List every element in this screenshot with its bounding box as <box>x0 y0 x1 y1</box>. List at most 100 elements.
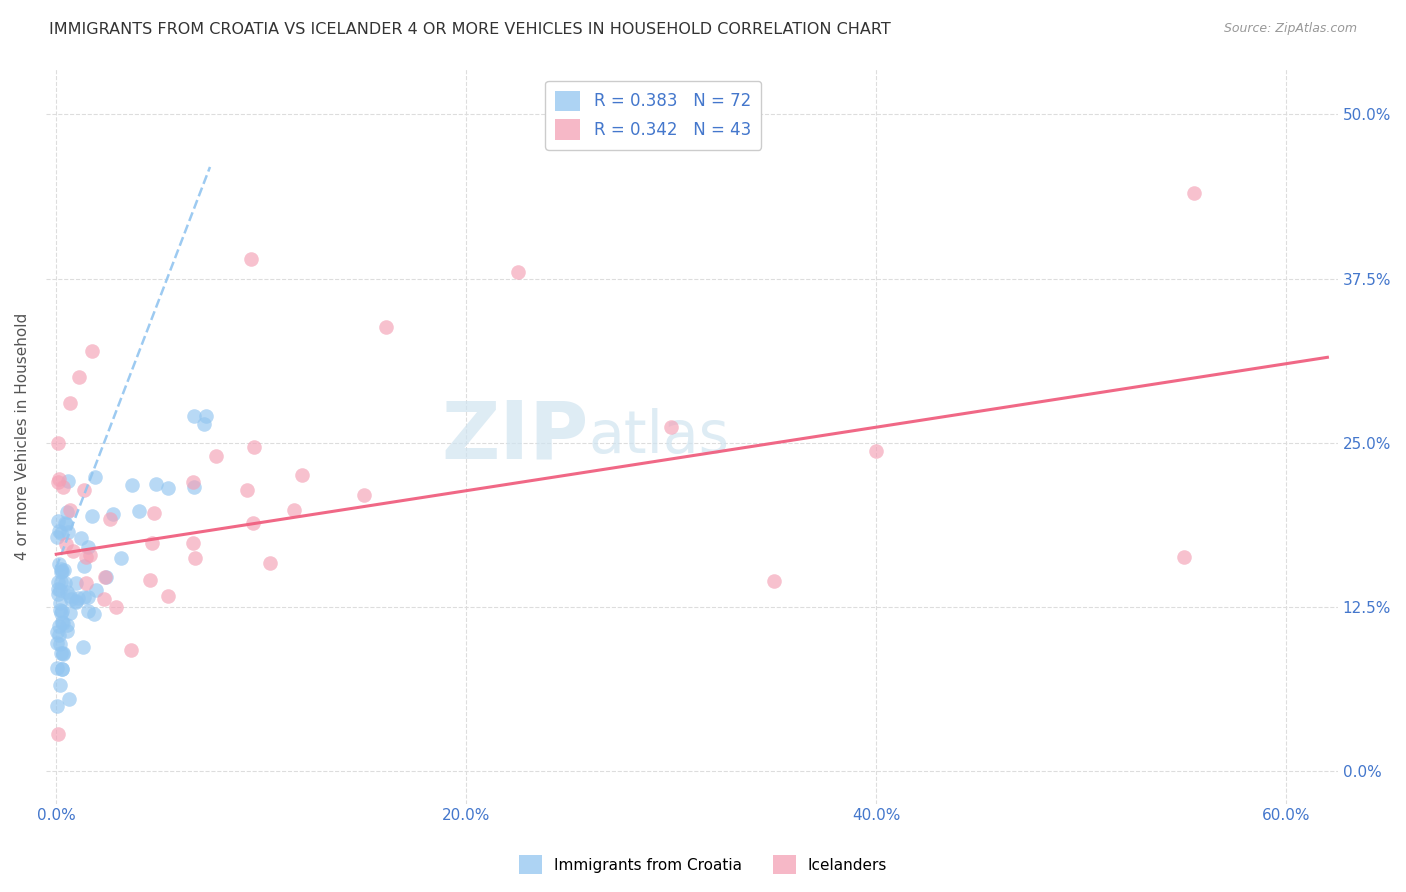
Point <box>242 516 264 531</box>
Point <box>94 570 117 584</box>
Point <box>181 475 204 489</box>
Point <box>48 628 70 642</box>
Point <box>53 575 76 590</box>
Point <box>46 727 69 741</box>
Point <box>195 409 218 424</box>
Point <box>236 483 259 497</box>
Point <box>45 699 67 714</box>
Point <box>52 563 75 577</box>
Point <box>49 602 72 616</box>
Point <box>77 604 100 618</box>
Legend: Immigrants from Croatia, Icelanders: Immigrants from Croatia, Icelanders <box>513 849 893 880</box>
Point <box>184 550 207 565</box>
Point <box>48 619 70 633</box>
Point <box>76 591 98 605</box>
Point <box>75 549 97 564</box>
Point <box>1182 186 1205 201</box>
Point <box>45 624 67 639</box>
Point <box>205 449 228 463</box>
Point <box>128 504 150 518</box>
Point <box>104 599 127 614</box>
Text: IMMIGRANTS FROM CROATIA VS ICELANDER 4 OR MORE VEHICLES IN HOUSEHOLD CORRELATION: IMMIGRANTS FROM CROATIA VS ICELANDER 4 O… <box>49 22 891 37</box>
Point <box>84 470 107 484</box>
Point <box>62 543 84 558</box>
Point <box>49 596 72 610</box>
Point <box>52 480 75 494</box>
Point <box>52 616 75 631</box>
Point <box>283 503 305 517</box>
Point <box>51 615 73 629</box>
Point <box>46 575 69 590</box>
Point <box>58 606 80 620</box>
Point <box>143 506 166 520</box>
Point <box>51 646 73 660</box>
Y-axis label: 4 or more Vehicles in Household: 4 or more Vehicles in Household <box>15 312 30 559</box>
Point <box>79 548 101 562</box>
Point <box>49 582 72 597</box>
Point <box>181 536 204 550</box>
Point <box>48 524 70 538</box>
Point <box>65 595 87 609</box>
Point <box>75 575 97 590</box>
Point <box>1173 550 1195 565</box>
Point <box>48 582 70 596</box>
Point <box>82 509 104 524</box>
Point <box>156 589 179 603</box>
Text: ZIP: ZIP <box>441 397 589 475</box>
Text: Source: ZipAtlas.com: Source: ZipAtlas.com <box>1223 22 1357 36</box>
Point <box>83 607 105 621</box>
Point <box>46 475 69 490</box>
Legend: R = 0.383   N = 72, R = 0.342   N = 43: R = 0.383 N = 72, R = 0.342 N = 43 <box>546 80 761 150</box>
Point <box>49 526 72 541</box>
Point <box>80 343 103 358</box>
Point <box>506 265 529 279</box>
Point <box>49 562 72 576</box>
Point <box>84 583 107 598</box>
Point <box>67 591 90 606</box>
Point <box>865 444 887 458</box>
Point <box>59 589 82 603</box>
Point <box>145 476 167 491</box>
Point <box>193 417 215 431</box>
Point <box>94 570 117 584</box>
Point <box>259 556 281 570</box>
Point <box>101 508 124 522</box>
Point <box>120 643 142 657</box>
Point <box>59 502 82 516</box>
Point <box>55 505 77 519</box>
Point <box>56 524 79 539</box>
Point <box>58 692 80 706</box>
Point <box>48 473 70 487</box>
Point <box>48 557 70 571</box>
Point <box>51 662 73 676</box>
Point <box>55 624 77 639</box>
Point <box>65 594 87 608</box>
Point <box>45 661 67 675</box>
Point <box>73 590 96 604</box>
Point <box>243 440 266 454</box>
Text: atlas: atlas <box>589 408 730 465</box>
Point <box>58 474 80 488</box>
Point <box>141 536 163 550</box>
Point <box>51 646 73 660</box>
Point <box>73 558 96 573</box>
Point <box>139 573 162 587</box>
Point <box>67 370 90 384</box>
Point <box>69 531 91 545</box>
Point <box>51 574 73 589</box>
Point <box>65 575 87 590</box>
Point <box>46 514 69 528</box>
Point <box>93 591 115 606</box>
Point <box>157 481 180 495</box>
Point <box>51 662 73 676</box>
Point <box>183 480 205 494</box>
Point <box>762 574 785 588</box>
Point <box>52 647 75 661</box>
Point <box>100 512 122 526</box>
Point <box>59 396 82 410</box>
Point <box>49 637 72 651</box>
Point <box>51 565 73 579</box>
Point <box>291 467 314 482</box>
Point <box>55 516 77 531</box>
Point <box>60 592 83 607</box>
